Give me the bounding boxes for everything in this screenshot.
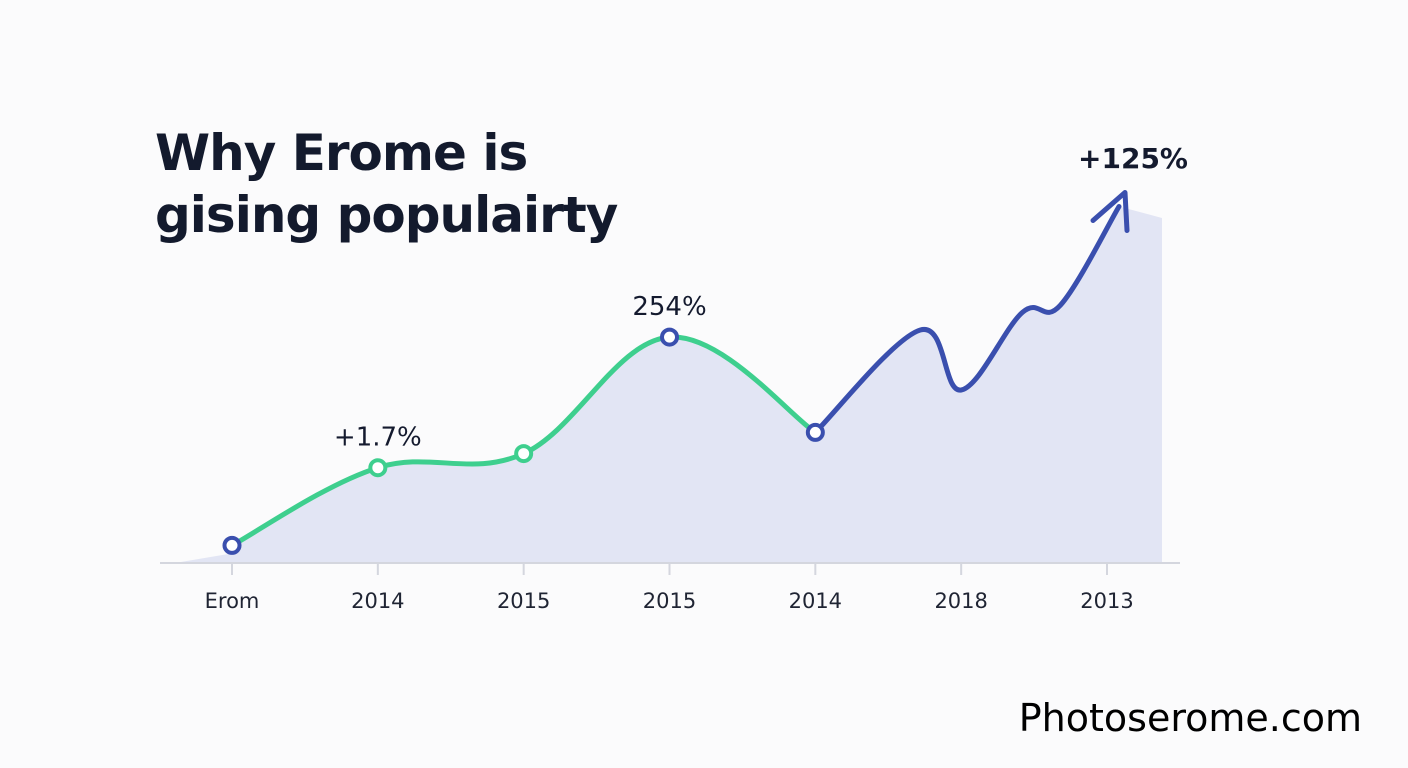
area-fill: [175, 206, 1162, 563]
x-tick-label: Erom: [205, 589, 260, 613]
data-point: [514, 444, 534, 464]
x-tick-label: 2014: [789, 589, 842, 613]
data-point: [222, 535, 242, 555]
x-ticks: [231, 563, 1108, 575]
x-tick-labels: Erom 2014 2015 2015 2014 2018 2013: [205, 589, 1134, 613]
data-point: [805, 422, 825, 442]
data-label: 254%: [632, 292, 706, 322]
data-label: +1.7%: [334, 423, 422, 453]
watermark: Photoserome.com: [1018, 696, 1362, 740]
x-tick-label: 2015: [643, 589, 696, 613]
x-tick-label: 2014: [351, 589, 404, 613]
data-labels: +1.7% 254% +125%: [334, 142, 1188, 453]
chart-title-line-2: gising populairty: [155, 186, 618, 244]
data-point: [368, 458, 388, 478]
data-points: [222, 327, 825, 555]
arrow-head-icon: [1090, 189, 1130, 233]
chart-title: Why Erome is gising populairty: [155, 122, 618, 246]
x-tick-label: 2015: [497, 589, 550, 613]
chart-title-line-1: Why Erome is: [155, 124, 528, 182]
x-tick-label: 2018: [934, 589, 987, 613]
series-line-late: [812, 204, 1122, 435]
x-tick-label: 2013: [1080, 589, 1133, 613]
data-point: [660, 327, 679, 347]
data-label: +125%: [1078, 142, 1188, 175]
